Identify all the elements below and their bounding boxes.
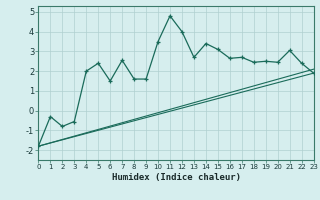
X-axis label: Humidex (Indice chaleur): Humidex (Indice chaleur) xyxy=(111,173,241,182)
